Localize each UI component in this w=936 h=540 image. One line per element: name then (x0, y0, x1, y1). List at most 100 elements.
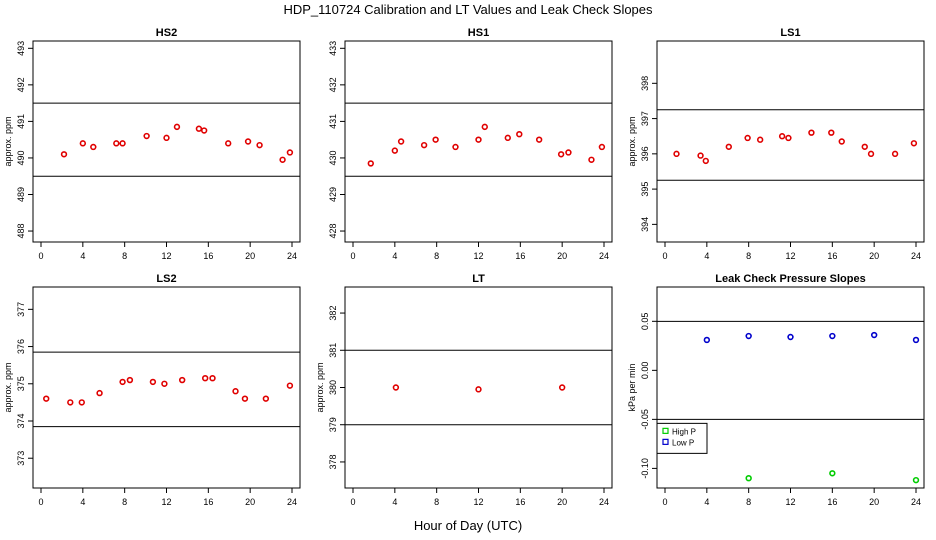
data-point (891, 150, 899, 158)
x-tick-label: 0 (350, 497, 355, 507)
data-point (702, 157, 709, 165)
x-tick-label: 20 (557, 497, 567, 507)
data-point (391, 147, 399, 154)
y-tick-label: -0.05 (640, 409, 650, 430)
x-tick-label: 0 (662, 497, 667, 507)
data-point (43, 395, 50, 402)
data-point (392, 384, 400, 391)
data-point (756, 136, 764, 143)
data-point (201, 374, 209, 382)
x-tick-label: 20 (869, 497, 879, 507)
y-tick-label: 0.05 (640, 313, 650, 331)
data-point (558, 384, 566, 391)
data-point (588, 156, 595, 163)
x-tick-label: 8 (122, 251, 127, 261)
data-point (565, 149, 572, 156)
panel-2 (340, 40, 613, 247)
x-tick-label: 12 (161, 251, 171, 261)
x-tick-label: 4 (704, 497, 709, 507)
data-point (516, 130, 523, 138)
data-point (481, 123, 488, 131)
y-tick-label: 490 (16, 150, 26, 165)
y-tick-label: 394 (640, 217, 650, 232)
plot-frame (656, 286, 925, 489)
x-tick-label: 0 (662, 251, 667, 261)
x-tick-label: 24 (911, 251, 921, 261)
y-tick-label: 430 (328, 150, 338, 165)
x-tick-label: 4 (80, 251, 85, 261)
data-point (673, 150, 680, 158)
x-tick-label: 20 (869, 251, 879, 261)
y-tick-label: 0.00 (640, 362, 650, 380)
x-tick-label: 0 (350, 251, 355, 261)
y-tick-label: 396 (640, 146, 650, 161)
data-point (829, 470, 836, 477)
y-tick-label: 382 (328, 306, 338, 321)
data-point (367, 160, 374, 167)
x-tick-label: 8 (746, 497, 751, 507)
x-tick-label: 16 (203, 497, 213, 507)
y-tick-label: -0.10 (640, 458, 650, 479)
x-tick-label: 4 (392, 251, 397, 261)
data-point (163, 134, 170, 142)
data-point (286, 382, 294, 389)
panel-title: HS2 (156, 27, 177, 39)
data-point (119, 378, 126, 386)
data-point (173, 123, 181, 131)
y-tick-label: 376 (16, 339, 26, 354)
data-point (200, 127, 208, 134)
data-point (829, 332, 836, 340)
data-point (119, 140, 126, 147)
y-tick-label: 489 (16, 187, 26, 202)
data-point (452, 143, 459, 151)
data-point (910, 140, 918, 147)
y-tick-label: 395 (640, 182, 650, 197)
y-axis-label: kPa per min (627, 363, 637, 411)
data-point (912, 476, 920, 484)
data-point (828, 129, 835, 136)
data-point (241, 395, 249, 402)
x-tick-label: 12 (785, 497, 795, 507)
data-point (867, 150, 875, 158)
data-point (256, 141, 263, 149)
data-point (126, 376, 134, 384)
data-point (195, 125, 203, 132)
x-tick-label: 12 (473, 251, 483, 261)
y-tick-label: 488 (16, 224, 26, 239)
y-tick-label: 432 (328, 77, 338, 92)
panel-title: LS1 (780, 27, 800, 39)
data-point (475, 136, 482, 143)
y-tick-label: 378 (328, 454, 338, 469)
panel-6 (652, 286, 925, 493)
y-tick-label: 492 (16, 77, 26, 92)
plot-frame (656, 40, 925, 243)
x-axis-label: Hour of Day (UTC) (413, 518, 523, 533)
y-axis-label: approx. ppm (3, 362, 13, 412)
data-point (745, 332, 752, 340)
x-tick-label: 20 (245, 497, 255, 507)
x-tick-label: 4 (392, 497, 397, 507)
data-point (90, 143, 97, 151)
data-point (60, 151, 68, 158)
data-point (279, 156, 286, 163)
data-point (432, 136, 439, 143)
panel-title: LT (472, 273, 485, 285)
y-tick-label: 377 (16, 302, 26, 317)
x-tick-label: 8 (434, 251, 439, 261)
legend-box (656, 422, 708, 454)
legend-label: Low P (672, 438, 694, 447)
data-point (397, 138, 405, 145)
data-point (787, 333, 794, 341)
x-tick-label: 24 (599, 497, 609, 507)
plot-frame (32, 40, 301, 243)
data-point (475, 386, 482, 393)
x-tick-label: 8 (122, 497, 127, 507)
data-point (420, 141, 428, 149)
data-point (838, 138, 845, 145)
x-tick-label: 12 (161, 497, 171, 507)
y-tick-label: 373 (16, 451, 26, 466)
y-tick-label: 374 (16, 413, 26, 428)
data-point (79, 140, 87, 147)
y-axis-label: approx. ppm (3, 116, 13, 166)
